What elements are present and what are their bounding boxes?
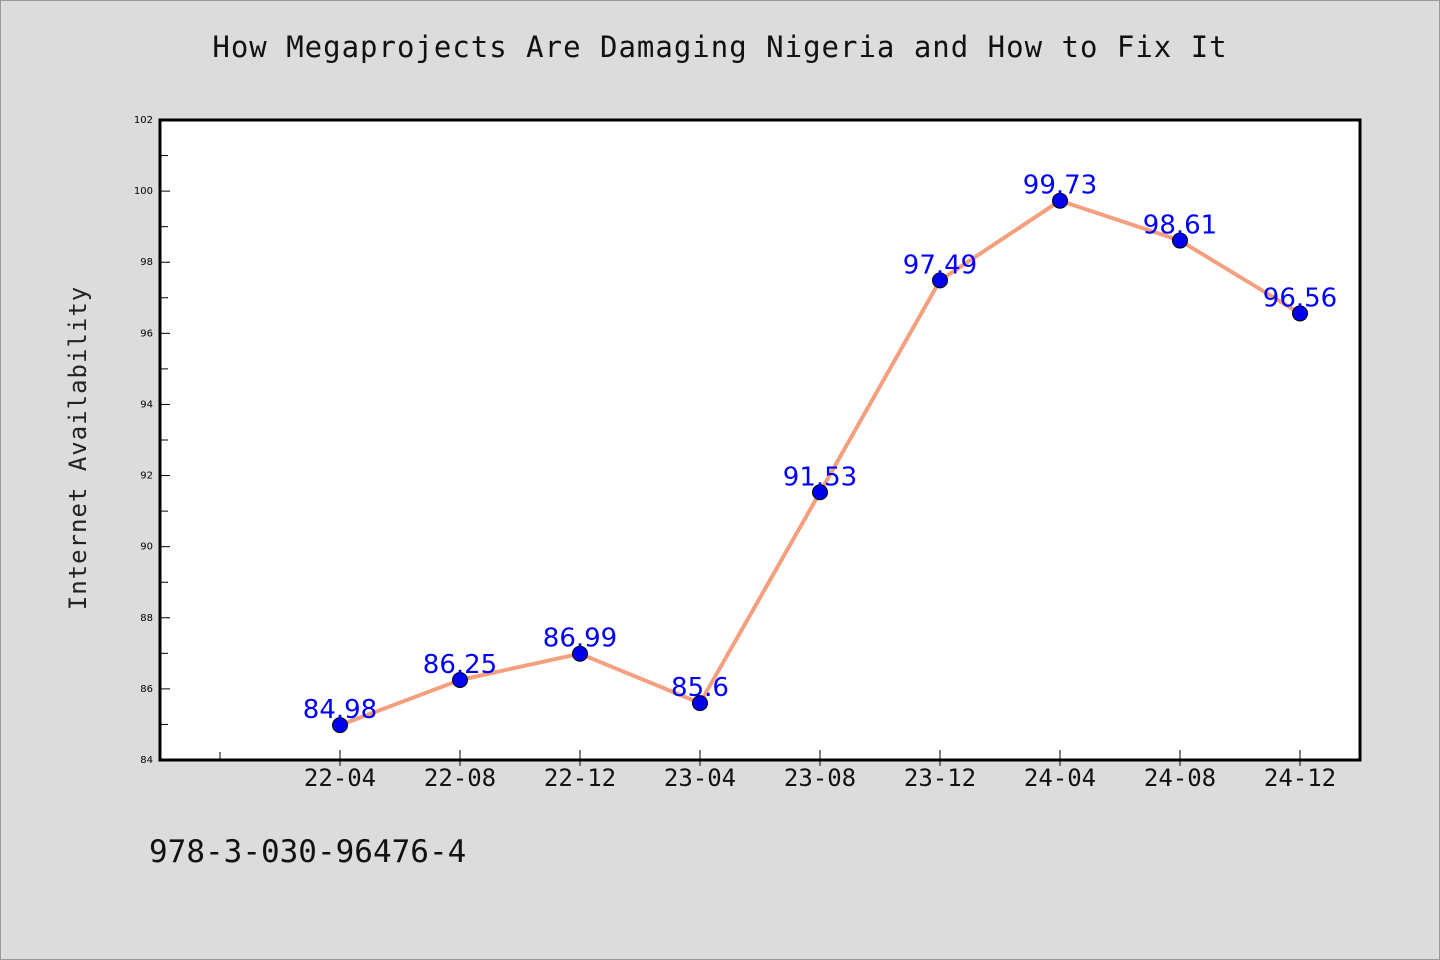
data-point [1292, 305, 1308, 322]
data-label: 85.6 [671, 673, 729, 703]
data-label: 99.73 [1023, 171, 1097, 201]
x-tick-label: 24-08 [1144, 764, 1216, 792]
y-tick-label: 84 [140, 755, 153, 766]
x-tick-label: 22-12 [544, 764, 616, 792]
data-label: 97.49 [903, 250, 977, 280]
data-label: 98.61 [1143, 211, 1217, 241]
x-tick-label: 24-04 [1024, 764, 1096, 792]
data-point [572, 645, 588, 662]
y-tick-label: 92 [140, 471, 153, 482]
data-label: 91.53 [783, 462, 857, 492]
data-point [692, 695, 708, 712]
x-tick-label: 24-12 [1264, 764, 1336, 792]
x-tick-label: 22-04 [304, 764, 376, 792]
y-tick-label: 102 [134, 115, 153, 126]
plot-area [158, 118, 1362, 762]
y-tick-label: 88 [140, 613, 153, 624]
isbn-text: 978-3-030-96476-4 [149, 834, 467, 870]
data-label: 86.99 [543, 624, 617, 654]
data-point [452, 672, 468, 688]
y-tick-label: 96 [140, 328, 153, 339]
x-tick-label: 22-08 [424, 764, 496, 792]
data-label: 96.56 [1263, 283, 1337, 313]
x-tick-label: 23-04 [664, 764, 736, 792]
data-point [1052, 192, 1068, 209]
x-tick-label: 23-08 [784, 764, 856, 792]
y-tick-label: 94 [140, 399, 153, 410]
data-label: 86.25 [423, 650, 497, 680]
data-point [1172, 232, 1188, 249]
x-tick-label: 23-12 [904, 764, 976, 792]
data-point [332, 717, 348, 734]
data-point [812, 484, 828, 501]
y-tick-label: 86 [140, 684, 153, 695]
y-tick-label: 100 [134, 186, 153, 197]
y-tick-label: 90 [140, 542, 153, 553]
y-tick-label: 98 [140, 257, 153, 268]
data-point [932, 272, 948, 289]
chart-title: How Megaprojects Are Damaging Nigeria an… [212, 30, 1228, 64]
data-label: 84.98 [303, 695, 377, 725]
